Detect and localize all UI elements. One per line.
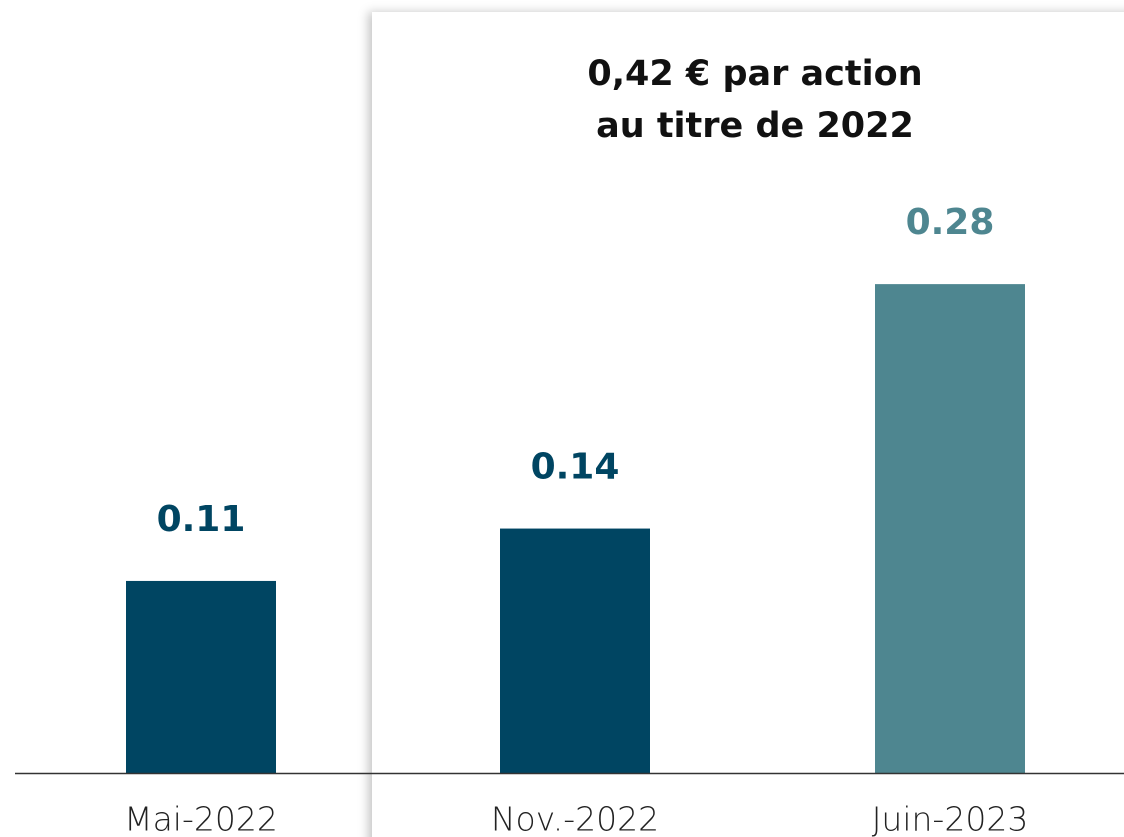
x-tick-label: Mai-2022 bbox=[124, 800, 278, 837]
plot: 0.11 Mai-2022 0.14 Nov.-2022 0.28 Juin-2023 bbox=[124, 202, 1028, 837]
annotation: au titre de 2022 bbox=[596, 106, 914, 146]
value-label: 0.28 bbox=[906, 202, 995, 243]
value-label: 0.14 bbox=[531, 447, 620, 488]
annotation: 0,42 € par action bbox=[587, 54, 922, 94]
x-tick-label: Juin-2023 bbox=[872, 800, 1029, 837]
value-label: 0.11 bbox=[157, 499, 246, 540]
bar bbox=[126, 580, 276, 773]
bar bbox=[500, 528, 650, 773]
x-tick-label: Nov.-2022 bbox=[491, 800, 659, 837]
bar bbox=[875, 284, 1025, 773]
